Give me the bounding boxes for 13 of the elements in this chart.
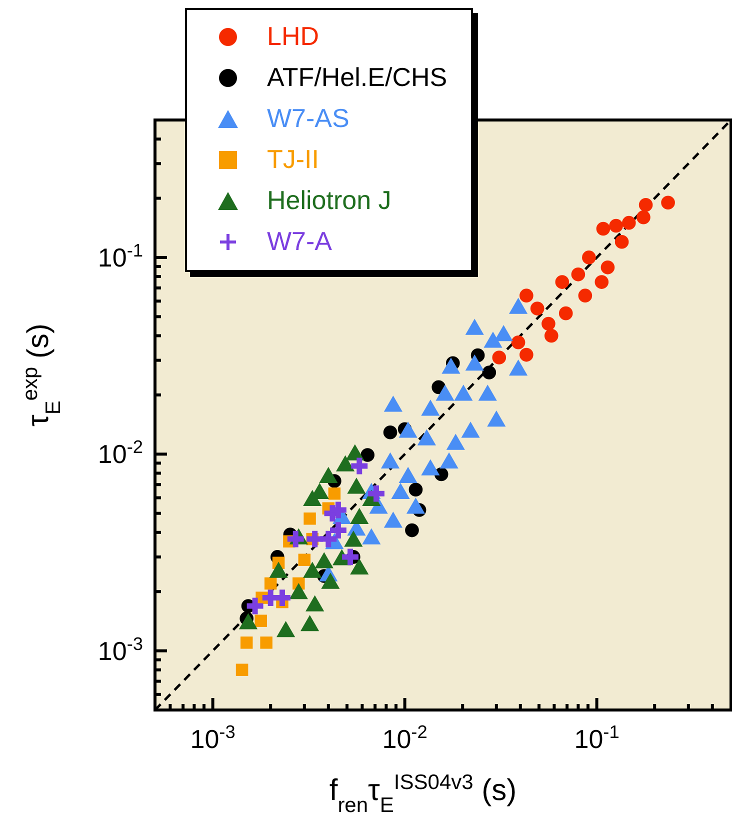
x-tick-label: 10$^{-3}$ <box>190 722 236 754</box>
legend-label: LHD <box>267 21 320 52</box>
legend-label: TJ-II <box>267 144 319 175</box>
legend-label: W7-A <box>267 226 332 257</box>
y-tick-label: 10$^{-1}$ <box>98 240 143 272</box>
y-tick-label: 10$^{-2}$ <box>98 437 143 470</box>
x-tick-label: 10$^{-2}$ <box>382 722 428 754</box>
y-tick-label: 10$^{-3}$ <box>98 634 143 666</box>
legend-label: ATF/Hel.E/CHS <box>267 62 448 93</box>
legend-label: W7-AS <box>267 103 350 134</box>
x-axis-title: f$_{ren}$τ$_{E}$$^{ISS04v3}$ (s) <box>329 770 517 816</box>
x-tick-label: 10$^{-1}$ <box>574 722 620 754</box>
legend-label: Heliotron J <box>267 185 392 216</box>
